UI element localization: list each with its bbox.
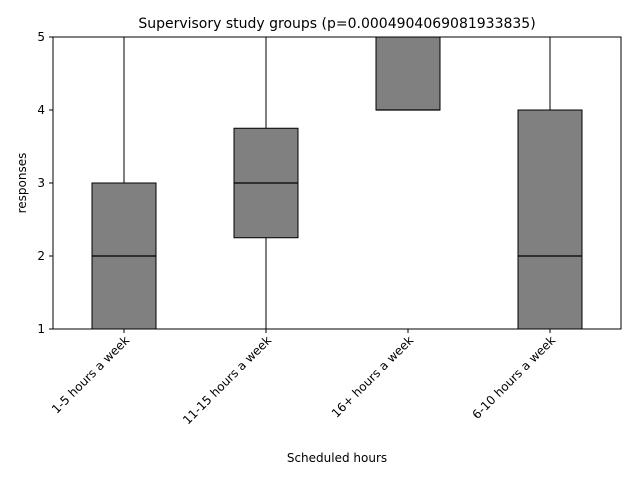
y-tick-label: 5 (37, 30, 45, 44)
boxes-layer (91, 36, 583, 330)
box-group (375, 36, 441, 111)
box (375, 36, 441, 111)
box-group (233, 36, 299, 330)
box (517, 109, 583, 330)
x-tick-label: 16+ hours a week (329, 333, 416, 420)
x-tick-label: 1-5 hours a week (49, 333, 132, 416)
y-tick-label: 2 (37, 249, 45, 263)
box-group (517, 36, 583, 330)
x-axis-label: Scheduled hours (287, 451, 387, 465)
y-axis: 1 2 3 4 5 (37, 30, 53, 336)
x-tick-label: 11-15 hours a week (180, 333, 274, 427)
x-tick-label: 6-10 hours a week (470, 333, 559, 422)
x-axis: 1-5 hours a week 11-15 hours a week 16+ ho… (49, 329, 558, 427)
y-axis-label: responses (15, 153, 29, 214)
y-tick-label: 1 (37, 322, 45, 336)
plot-frame (52, 36, 622, 330)
y-tick-label: 4 (37, 103, 45, 117)
y-tick-label: 3 (37, 176, 45, 190)
chart-title: Supervisory study groups (p=0.0004904069… (138, 16, 535, 32)
box-group (91, 36, 157, 330)
